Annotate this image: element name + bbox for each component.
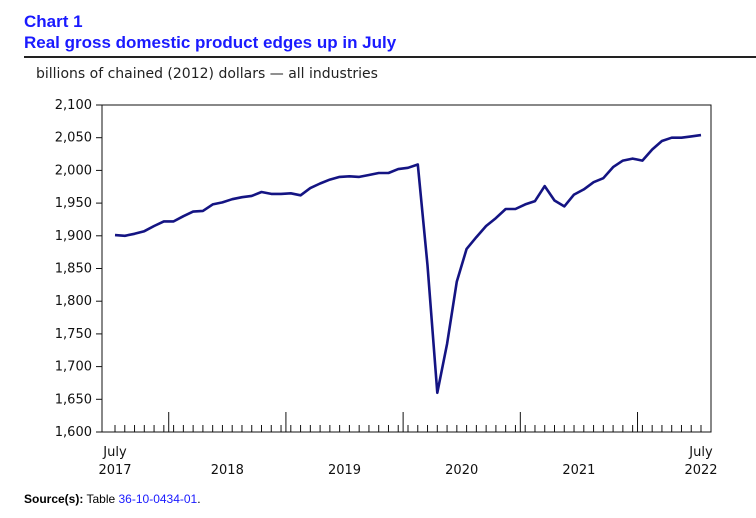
series-line-all-industries	[114, 133, 702, 395]
x-tick-label: 2018	[211, 463, 244, 478]
source-prefix: Table	[86, 492, 119, 506]
x-tick-label: 2022	[684, 463, 717, 478]
source-table-link[interactable]: 36-10-0434-01	[118, 492, 198, 506]
source-note: Source(s): Table 36-10-0434-01.	[24, 492, 201, 506]
x-tick-label: July	[688, 445, 713, 460]
y-tick-label: 2,000	[55, 163, 92, 178]
x-tick-label: July	[102, 445, 127, 460]
y-axis-unit-label: billions of chained (2012) dollars — all…	[36, 66, 378, 82]
source-label: Source(s):	[24, 492, 84, 506]
x-tick-label: 2019	[328, 463, 361, 478]
y-tick-label: 1,800	[55, 294, 92, 309]
y-axis: 1,600 1,650 1,700 1,750 1,800 1,850 1,900 1,950…	[55, 98, 102, 440]
title-divider	[24, 56, 756, 58]
x-tick-label: 2021	[562, 463, 595, 478]
y-tick-label: 1,700	[55, 360, 92, 375]
y-tick-label: 2,050	[55, 131, 92, 146]
y-tick-label: 1,950	[55, 196, 92, 211]
y-tick-label: 1,600	[55, 425, 92, 440]
x-tick-label: 2020	[445, 463, 478, 478]
y-tick-label: 1,650	[55, 392, 92, 407]
chart-number: Chart 1	[24, 12, 83, 31]
plot-frame	[101, 104, 712, 433]
y-tick-label: 1,850	[55, 262, 92, 277]
y-tick-label: 2,100	[55, 98, 92, 113]
chart-title: Real gross domestic product edges up in …	[24, 33, 397, 52]
series-group	[114, 133, 702, 395]
y-tick-label: 1,750	[55, 327, 92, 342]
source-suffix: .	[197, 492, 201, 506]
x-tick-label: 2017	[98, 463, 131, 478]
y-tick-label: 1,900	[55, 229, 92, 244]
x-axis: July 2017 2018 2019 2020 2021 July 2022	[98, 412, 718, 478]
